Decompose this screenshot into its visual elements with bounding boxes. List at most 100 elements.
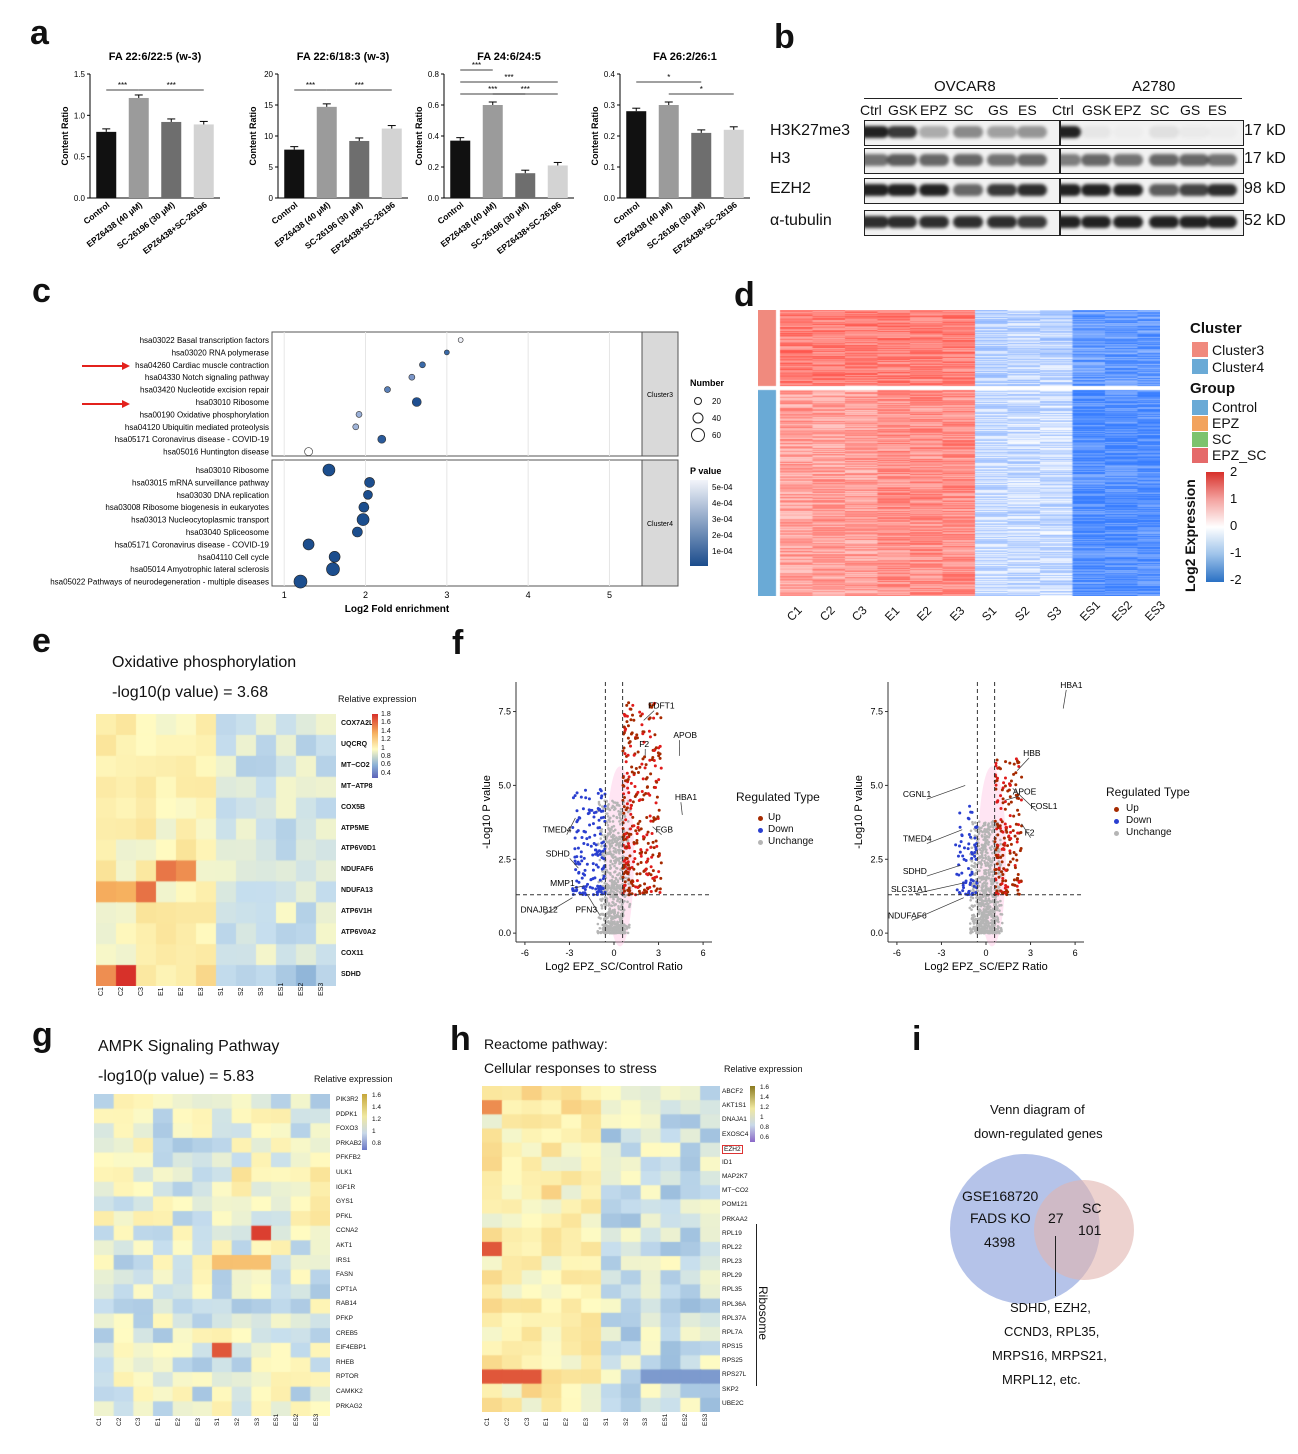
term-c4-3: hsa03008 Ribosome biogenesis in eukaryot… bbox=[105, 503, 269, 512]
heatmap-h-title-2: Cellular responses to stress bbox=[484, 1060, 657, 1076]
legend-number-label-0: 20 bbox=[712, 397, 721, 406]
volcano-point-up-0-119 bbox=[656, 854, 660, 858]
volcano-gene-pointer-0-7 bbox=[574, 885, 585, 889]
term-c3-2: hsa04260 Cardiac muscle contraction bbox=[135, 361, 269, 370]
volcano-point-down-0-13 bbox=[588, 835, 592, 839]
volcano-point-up-0-278 bbox=[636, 822, 640, 826]
volcano-point-up-0-195 bbox=[651, 756, 655, 760]
volcano-xtick-label-1-3: 3 bbox=[1028, 948, 1033, 958]
volcano-legend-label-1-2: Unchange bbox=[1126, 827, 1172, 838]
volcano-point-down-0-83 bbox=[577, 870, 581, 874]
western-blot: OVCAR8 A2780 Ctrl GSK EPZ SC GS ES Ctrl GSK EPZ S… bbox=[760, 70, 1298, 270]
volcano-point-up-1-108 bbox=[1008, 795, 1012, 799]
volcano-point-unchange-1-662 bbox=[973, 929, 977, 932]
volcano-point-up-1-168 bbox=[1001, 797, 1005, 801]
heatmap-e-gene-8: NDUFA13 bbox=[341, 887, 373, 895]
volcano-point-unchange-1-536 bbox=[987, 868, 990, 872]
volcano-ylabel-0: -Log10 P value bbox=[481, 775, 493, 849]
volcano-point-unchange-1-624 bbox=[989, 879, 993, 882]
volcano-point-unchange-0-660 bbox=[614, 860, 618, 864]
volcano-point-unchange-1-698 bbox=[986, 899, 990, 902]
volcano-point-unchange-1-161 bbox=[999, 838, 1002, 842]
heatmap-h-gene-10: RPL19 bbox=[722, 1229, 742, 1237]
blot-size-label-1: 17 kD bbox=[1244, 150, 1286, 167]
heatmap-g-col-11: ES3 bbox=[312, 1413, 320, 1426]
volcano-point-down-1-53 bbox=[974, 845, 978, 849]
volcano-point-unchange-1-667 bbox=[985, 830, 989, 834]
volcano-point-down-0-49 bbox=[588, 823, 592, 827]
heatmap-g-gene-4: PFKFB2 bbox=[336, 1154, 361, 1162]
volcano-point-up-0-246 bbox=[622, 805, 626, 809]
volcano-point-up-1-89 bbox=[1005, 888, 1009, 892]
blot-membrane-0-0 bbox=[864, 120, 1060, 146]
heatmap-h-col-3: E1 bbox=[543, 1418, 551, 1426]
blot-band-0-0-1 bbox=[887, 126, 917, 138]
blot-band-2-1-4 bbox=[1179, 184, 1209, 196]
volcano-legend-label-0-1: Down bbox=[768, 824, 794, 835]
volcano-point-down-1-26 bbox=[966, 847, 970, 851]
cluster-swatch-0 bbox=[1192, 342, 1208, 357]
volcano-point-unchange-0-479 bbox=[598, 930, 602, 934]
blot-band-0-1-3 bbox=[1149, 126, 1179, 138]
volcano-point-up-1-40 bbox=[1012, 850, 1016, 854]
volcano-point-unchange-1-672 bbox=[991, 819, 995, 823]
term-c4-7: hsa04110 Cell cycle bbox=[198, 553, 270, 562]
volcano-point-down-0-92 bbox=[578, 891, 582, 895]
volcano-point-up-1-54 bbox=[995, 889, 999, 893]
volcano-point-up-1-62 bbox=[1009, 800, 1013, 804]
blot-band-0-0-2 bbox=[919, 126, 949, 138]
blot-band-3-1-4 bbox=[1179, 216, 1209, 228]
dot-c4-7 bbox=[328, 551, 341, 563]
volcano-point-up-0-28 bbox=[642, 740, 646, 744]
cluster-legend-label-0: Cluster3 bbox=[1212, 342, 1265, 358]
volcano-point-unchange-1-523 bbox=[985, 926, 989, 930]
heatmap-h-title-1: Reactome pathway: bbox=[484, 1036, 608, 1052]
volcano-point-unchange-0-413 bbox=[614, 882, 617, 886]
volcano-point-up-0-108 bbox=[646, 792, 650, 796]
volcano-point-unchange-1-628 bbox=[982, 829, 986, 833]
blot-size-label-0: 17 kD bbox=[1244, 122, 1286, 139]
volcano-point-down-0-94 bbox=[599, 789, 603, 793]
volcano-point-unchange-0-651 bbox=[605, 840, 609, 844]
volcano-point-unchange-1-234 bbox=[971, 919, 975, 923]
volcano-point-up-0-261 bbox=[621, 827, 625, 831]
volcano-point-unchange-1-464 bbox=[989, 825, 992, 829]
venn-genes-4: MRPL12, etc. bbox=[1002, 1372, 1081, 1387]
bar-0-2 bbox=[161, 121, 182, 198]
volcano-point-down-0-84 bbox=[600, 856, 604, 860]
volcano-point-unchange-1-369 bbox=[999, 926, 1003, 930]
volcano-point-unchange-0-623 bbox=[622, 930, 625, 934]
heatmap-h-gene-20: RPS27L bbox=[722, 1371, 747, 1379]
heatmap-e-col-8: S3 bbox=[258, 987, 265, 996]
volcano-point-up-0-294 bbox=[651, 840, 655, 844]
heatmap-e-scale-tick-5: 0.8 bbox=[381, 753, 391, 760]
volcano-point-unchange-0-587 bbox=[612, 912, 616, 915]
volcano-legend-dot-0-2 bbox=[758, 840, 763, 845]
volcano-point-down-1-30 bbox=[964, 859, 968, 863]
volcano-point-unchange-1-652 bbox=[998, 862, 1001, 866]
volcano-point-up-1-158 bbox=[1017, 892, 1021, 896]
heatmap-h-scale-tick-1: 1.4 bbox=[760, 1094, 770, 1101]
term-c3-8: hsa05171 Coronavirus disease - COVID-19 bbox=[115, 435, 270, 444]
volcano-point-unchange-1-271 bbox=[975, 931, 978, 935]
volcano-point-unchange-1-368 bbox=[999, 912, 1002, 916]
heatmap-h-gene-21: SKP2 bbox=[722, 1385, 739, 1393]
sig-label-3-1: * bbox=[700, 85, 703, 94]
volcano-point-up-0-87 bbox=[632, 718, 636, 722]
volcano-point-down-1-69 bbox=[964, 879, 968, 883]
volcano-point-down-0-146 bbox=[573, 836, 577, 840]
volcano-point-down-0-35 bbox=[575, 809, 579, 813]
heatmap-h-gene-17: RPL7A bbox=[722, 1328, 743, 1336]
volcano-point-up-0-245 bbox=[650, 705, 654, 709]
volcano-point-up-1-162 bbox=[1001, 801, 1005, 805]
volcano-point-up-1-136 bbox=[1016, 873, 1020, 877]
bar-chart-ytick-label-2-2: 0.4 bbox=[428, 132, 440, 141]
volcano-point-up-1-132 bbox=[995, 855, 999, 859]
volcano-point-up-1-95 bbox=[1013, 834, 1017, 838]
volcano-point-unchange-0-300 bbox=[616, 803, 619, 807]
bar-3-1 bbox=[658, 105, 679, 198]
volcano-point-up-0-154 bbox=[629, 744, 633, 748]
volcano-point-down-0-95 bbox=[587, 811, 591, 815]
volcano-point-unchange-0-268 bbox=[608, 847, 611, 851]
volcano-point-unchange-0-515 bbox=[613, 839, 617, 842]
